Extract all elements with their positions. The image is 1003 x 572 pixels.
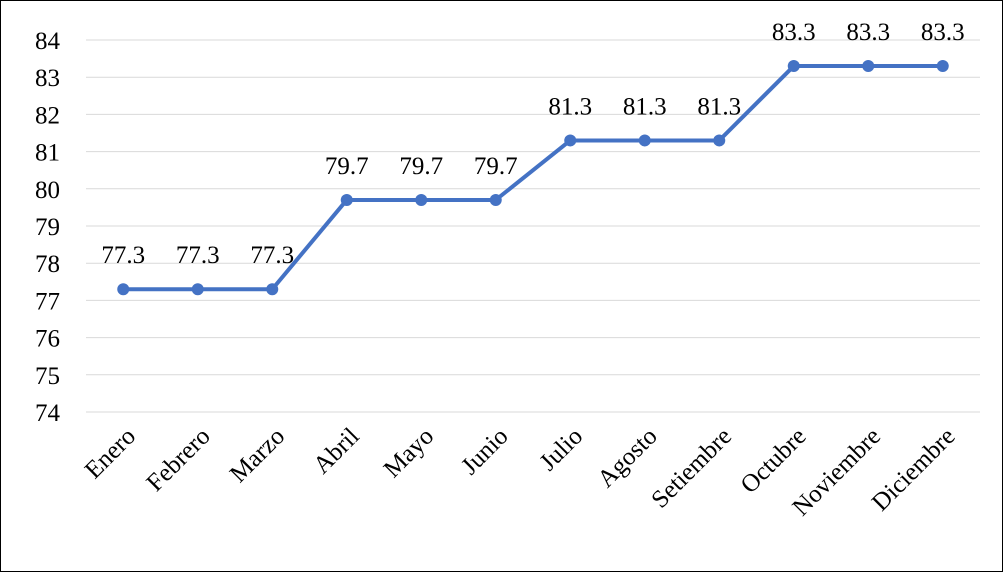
y-tick-label: 80 bbox=[35, 177, 60, 204]
y-tick-label: 76 bbox=[35, 326, 60, 353]
point bbox=[117, 283, 130, 296]
y-tick-label: 77 bbox=[35, 288, 60, 315]
point bbox=[415, 193, 428, 206]
line bbox=[123, 64, 943, 292]
data-label: 77.3 bbox=[176, 242, 220, 269]
y-tick-label: 83 bbox=[35, 65, 60, 92]
point bbox=[564, 134, 577, 147]
y-tick-label: 75 bbox=[35, 363, 60, 390]
y-tick-label: 74 bbox=[35, 400, 61, 427]
y-tick-label: 84 bbox=[35, 28, 61, 55]
point bbox=[266, 283, 279, 296]
data-label: 79.7 bbox=[325, 153, 369, 180]
point bbox=[713, 134, 726, 147]
point bbox=[489, 193, 502, 206]
data-label: 83.3 bbox=[921, 19, 965, 46]
point bbox=[191, 283, 204, 296]
data-label: 81.3 bbox=[548, 93, 592, 120]
y-tick-label: 82 bbox=[35, 102, 60, 129]
y-tick-label: 78 bbox=[35, 251, 60, 278]
data-label: 81.3 bbox=[697, 93, 741, 120]
y-tick-label: 79 bbox=[35, 214, 60, 241]
point bbox=[862, 60, 875, 73]
data-label: 77.3 bbox=[101, 242, 145, 269]
data-label: 79.7 bbox=[399, 153, 443, 180]
data-label: 77.3 bbox=[250, 242, 294, 269]
data-label: 83.3 bbox=[772, 19, 816, 46]
point bbox=[936, 60, 949, 73]
point bbox=[638, 134, 651, 147]
data-label: 81.3 bbox=[623, 93, 667, 120]
data-label: 79.7 bbox=[474, 153, 518, 180]
point bbox=[340, 193, 353, 206]
y-tick-label: 81 bbox=[35, 140, 60, 167]
point bbox=[787, 60, 800, 73]
data-label: 83.3 bbox=[846, 19, 890, 46]
